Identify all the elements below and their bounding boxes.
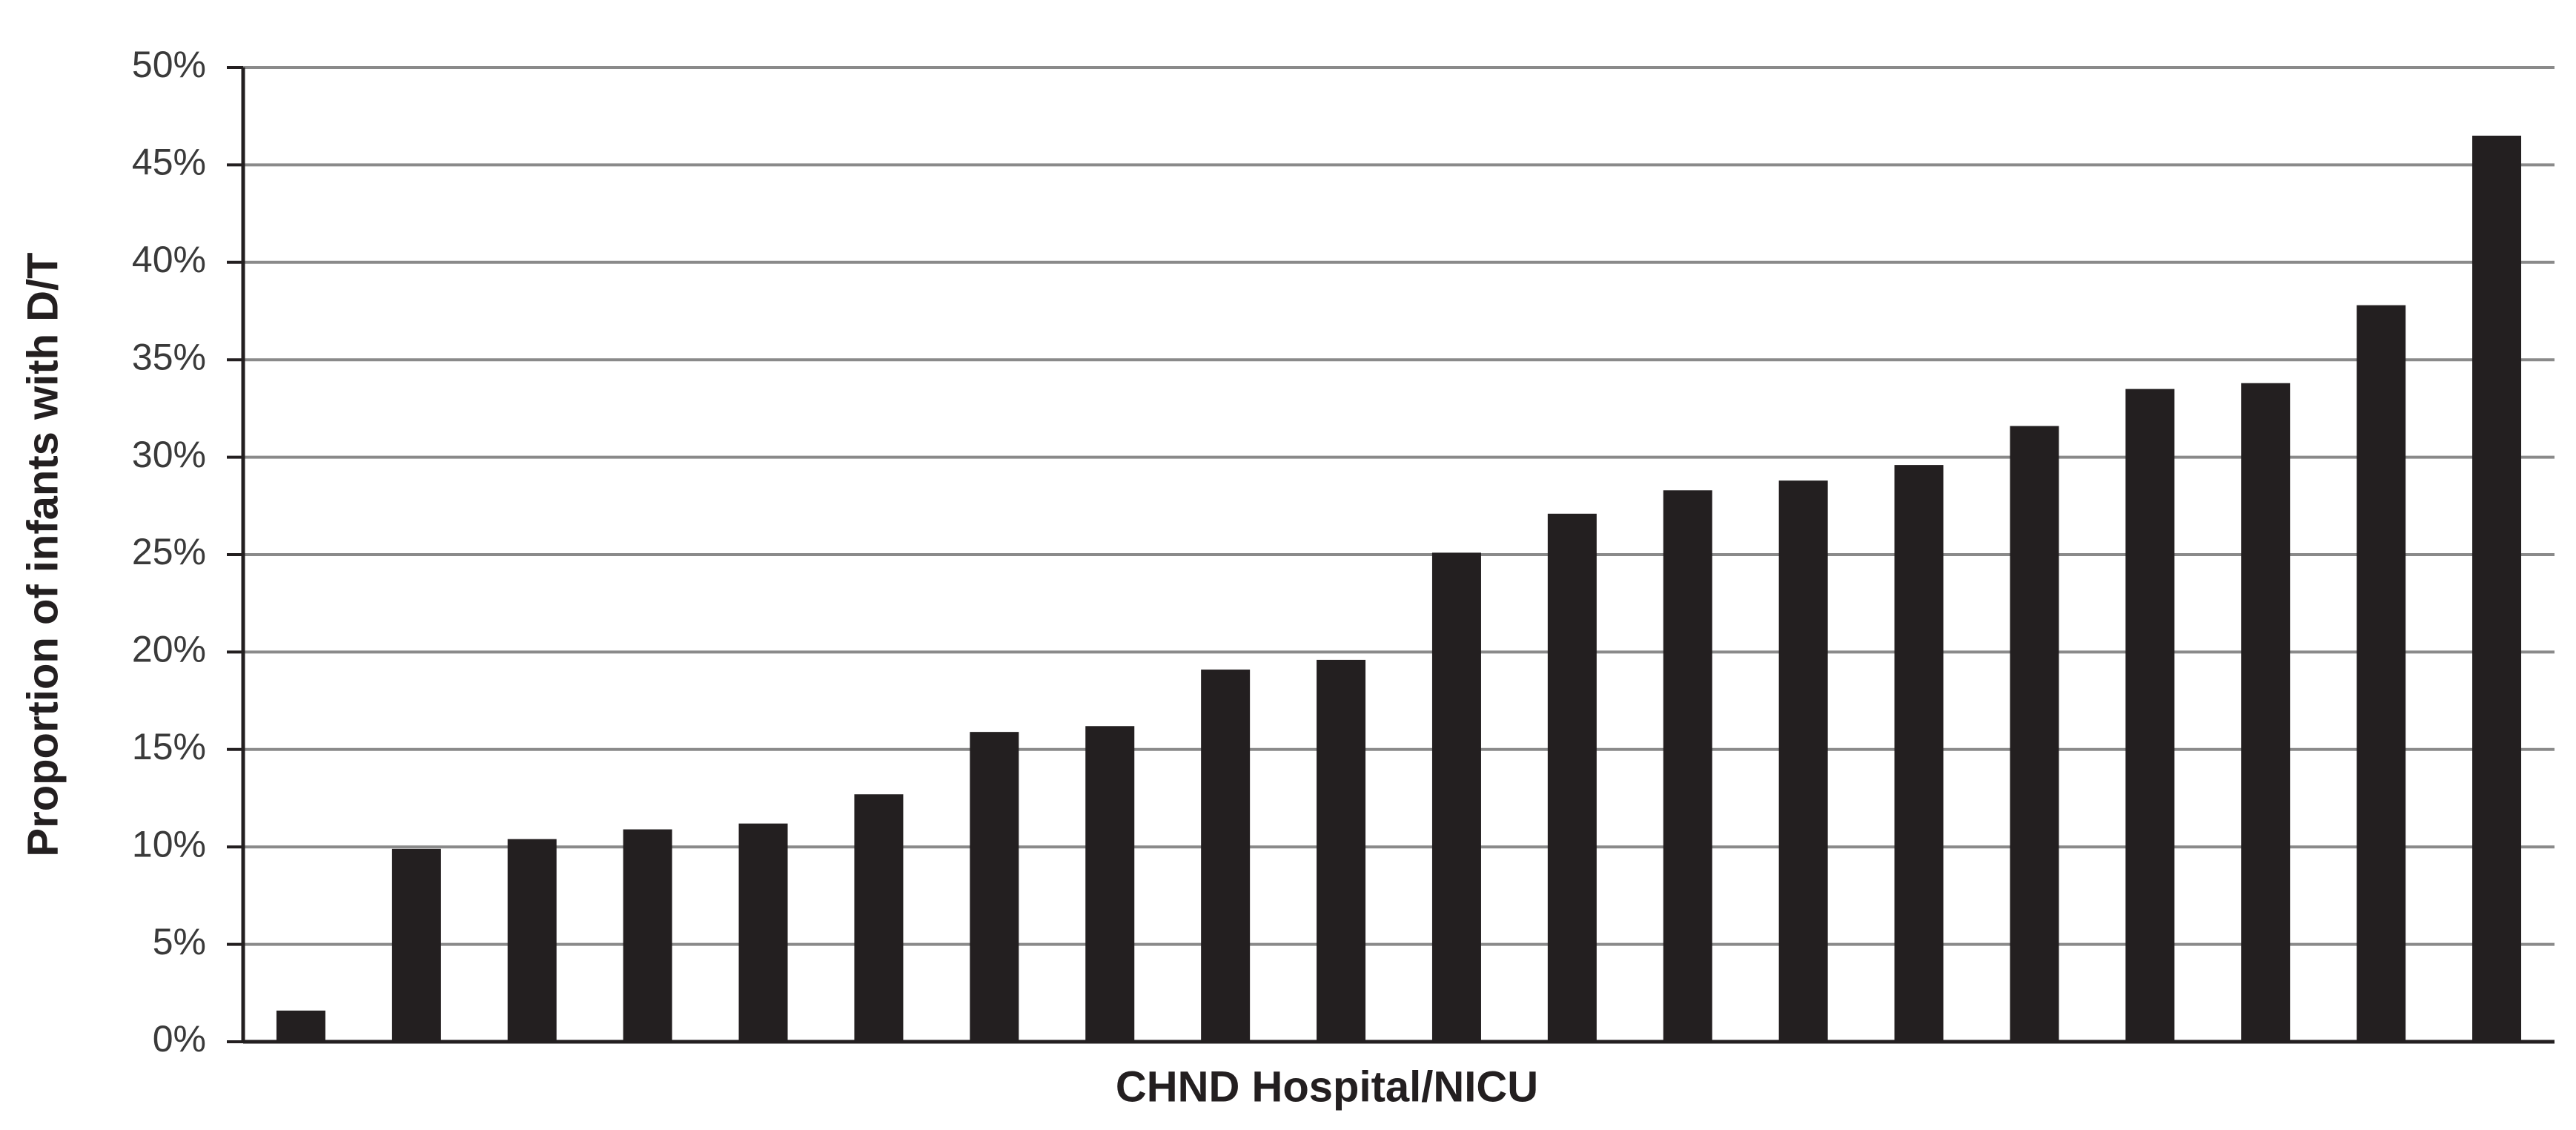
- y-tick-label: 30%: [132, 434, 206, 475]
- y-tick-label: 0%: [153, 1018, 206, 1060]
- y-tick-label: 35%: [132, 336, 206, 377]
- bar: [970, 732, 1019, 1042]
- bar: [1201, 670, 1251, 1042]
- y-axis-label: Proportion of infants with D/T: [19, 252, 67, 856]
- x-axis-label: CHND Hospital/NICU: [1116, 1063, 1538, 1111]
- bar: [2241, 383, 2291, 1042]
- bar: [623, 829, 672, 1042]
- y-tick-label: 20%: [132, 629, 206, 670]
- y-tick-label: 50%: [132, 44, 206, 85]
- bar: [2472, 135, 2522, 1043]
- bar: [276, 1010, 325, 1042]
- y-tick-label: 5%: [153, 921, 206, 962]
- y-tick-label: 10%: [132, 823, 206, 865]
- bar: [1547, 513, 1597, 1042]
- y-tick-label: 25%: [132, 531, 206, 572]
- bar: [1085, 726, 1135, 1042]
- bar: [1894, 465, 1944, 1042]
- y-tick-label: 15%: [132, 726, 206, 767]
- bar: [1431, 552, 1481, 1042]
- bar: [854, 794, 904, 1042]
- bar: [1663, 490, 1712, 1042]
- bar: [2357, 305, 2406, 1043]
- y-tick-label: 45%: [132, 142, 206, 183]
- bar: [507, 839, 557, 1042]
- bar: [1317, 659, 1366, 1042]
- bar: [1778, 480, 1828, 1042]
- bar: [738, 823, 788, 1042]
- bar: [2010, 426, 2059, 1042]
- bar: [2125, 389, 2175, 1042]
- y-tick-label: 40%: [132, 239, 206, 280]
- bar: [391, 848, 441, 1042]
